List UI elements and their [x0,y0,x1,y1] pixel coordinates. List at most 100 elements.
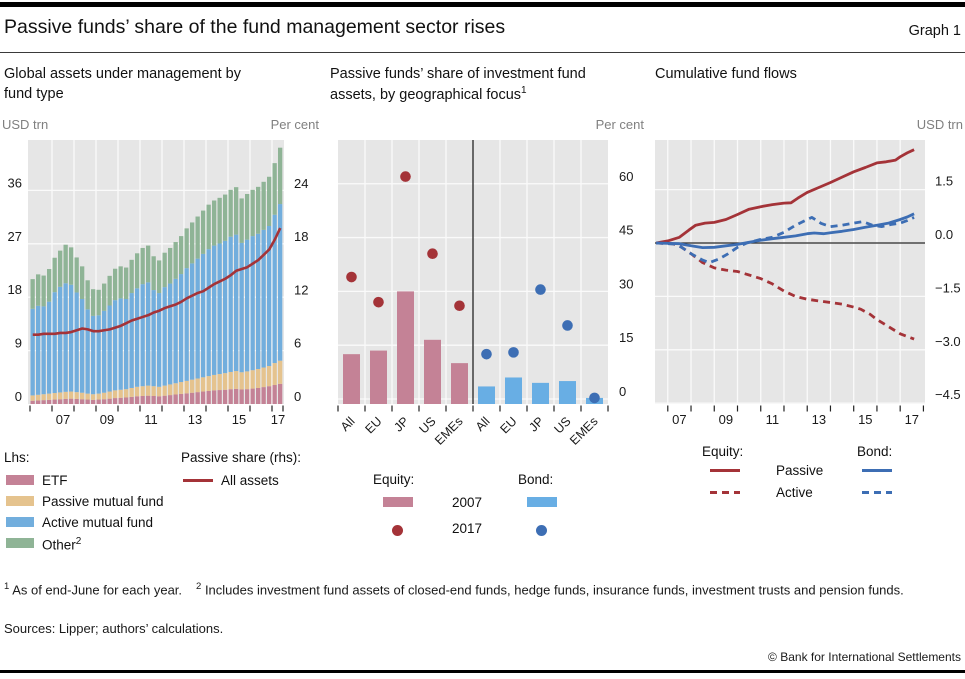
bar-segment [52,257,57,293]
dot-2017 [400,171,411,182]
bar-segment [36,400,41,404]
bar-segment [272,214,277,364]
bar-segment [206,390,211,404]
bar-segment [135,288,140,387]
bar-segment [250,388,255,404]
bar-segment [74,392,79,399]
x-axis-category-label: EU [362,414,384,436]
all-assets-line-swatch-icon [183,479,213,483]
bottom-rule [0,670,965,673]
bar-segment [96,399,101,404]
sources-line: Sources: Lipper; authors’ calculations. [4,621,224,636]
bar-segment [212,374,217,391]
bar-segment [36,394,41,401]
bar-segment [124,397,129,404]
right-legend-passive-label: Passive [776,463,824,478]
right-axis-tick-label: 15 [619,330,633,345]
bar-segment [135,386,140,397]
right-axis-tick-label: 18 [294,229,308,244]
bar-segment [124,389,129,398]
bar-segment [184,228,189,269]
bar-segment [69,391,74,399]
bar-segment [261,229,266,368]
bar-segment [146,282,151,386]
bar-segment [41,400,46,404]
bar-segment [267,386,272,404]
bar-segment [80,392,85,400]
bar-segment [223,373,228,390]
bar-segment [162,385,167,396]
bar-segment [195,378,200,393]
bar-segment [102,392,107,400]
bar-segment [179,274,184,383]
right-panel-title: Cumulative fund flows [655,66,797,82]
bar-segment [184,393,189,404]
footnote-2-text: Includes investment fund assets of close… [201,582,904,598]
bar-segment [69,398,74,404]
bar-segment [80,266,85,299]
right-axis-tick-label: −1.5 [935,280,961,295]
bar-segment [217,243,222,375]
bar-segment [190,379,195,393]
middle-legend-equity-heading: Equity: [373,472,415,487]
bar-segment [129,396,134,404]
flow-line [656,216,915,265]
bar-segment [168,247,173,284]
left-panel-title: Global assets under management by fund t… [4,66,241,102]
bar-segment [80,399,85,404]
x-axis-category-label: All [473,414,493,434]
stacked-bars [30,147,283,404]
bar-segment [239,242,244,373]
bar-segment [63,283,68,392]
bar-segment [47,393,52,400]
bar-segment [206,249,211,377]
bar-segment [179,382,184,394]
equity-2007-bar-swatch-icon [383,497,413,507]
bar-segment [102,283,107,311]
middle-legend-bond-heading: Bond: [518,472,554,487]
middle-legend-year-2007: 2007 [452,495,483,510]
bar-2007 [478,386,495,404]
bar-segment [250,189,255,237]
bar-segment [63,244,68,284]
dot-2017 [346,271,357,283]
bar-segment [272,363,277,386]
bar-segment [118,298,123,390]
legend-item-other-footnote-ref: 2 [75,536,82,547]
bar-segment [173,242,178,279]
bond-active-dash-swatch-icon [862,491,892,495]
left-axis-tick-label: 9 [15,336,22,351]
x-axis-category-label: EMEs [567,414,600,447]
bar-segment [36,274,41,306]
passive-mutual-fund-swatch-icon [6,496,34,506]
bar-segment [85,393,90,400]
grid-layer [28,140,284,404]
bar-segment [223,389,228,404]
bar-segment [58,250,63,287]
bar-segment [47,399,52,404]
bar-segment [179,236,184,275]
x-axis-category-label: JP [526,414,546,434]
bar-segment [212,245,217,375]
right-axis-tick-label: 12 [294,282,308,297]
equity-active-dash-swatch-icon [710,491,740,495]
bar-segment [85,399,90,404]
bar-segment [184,268,189,381]
bar-segment [250,236,255,371]
bar-2007 [451,363,468,404]
bar-segment [107,398,112,404]
bar-segment [267,366,272,387]
bar-segment [146,395,151,404]
cumulative-flows-line-chart: 07 09 11 13 15 17 1.5 0.0 −1.5 −3.0 −4.5 USD trn [655,117,963,427]
dot-2017 [454,300,465,312]
dot-2017 [508,347,519,358]
left-axis-tick-label: 36 [8,175,22,190]
bar-segment [30,308,35,396]
x-axis-year-label: 07 [672,412,686,427]
legend-item-passive-mutual-fund: Passive mutual fund [42,494,164,509]
right-axis-unit-label: USD trn [917,117,963,132]
legend-item-active-mutual-fund: Active mutual fund [42,515,154,530]
right-axis-tick-label: 30 [619,276,633,291]
bar-2007 [559,381,576,404]
